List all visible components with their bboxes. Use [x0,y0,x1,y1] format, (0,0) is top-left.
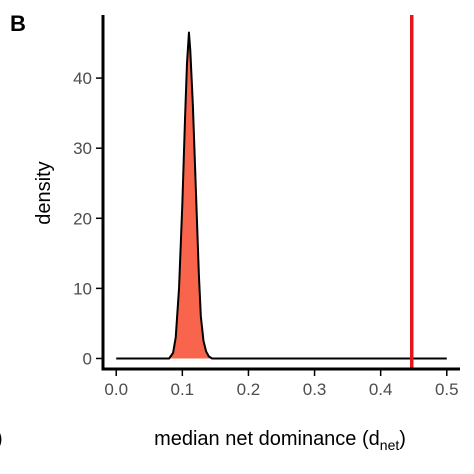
x-axis-title-main: median net dominance (d [154,428,380,450]
y-tick-label: 20 [73,209,92,228]
plot-area: 0 10 20 30 40 0.0 0.1 0.2 0.3 0.4 0.5 [73,15,460,399]
x-tick-label: 0.2 [237,380,261,399]
density-area [116,32,447,359]
x-tick-label: 0.0 [104,380,128,399]
y-axis-title: density [33,161,55,224]
y-tick-label: 40 [73,69,92,88]
x-tick-label: 0.5 [435,380,459,399]
x-axis-title: median net dominance (dnet) [154,428,406,453]
density-outline [116,31,447,360]
x-tick-label: 0.4 [369,380,393,399]
x-tick-label: 0.3 [303,380,327,399]
y-tick-label: 30 [73,139,92,158]
y-tick-label: 10 [73,279,92,298]
x-axis-title-subscript: net [380,437,400,453]
x-tick-label: 0.1 [171,380,195,399]
y-tick-label: 0 [83,349,92,368]
left-edge-fragment: ) [0,428,3,450]
x-axis-title-close: ) [399,428,406,450]
panel-letter: B [10,11,26,36]
